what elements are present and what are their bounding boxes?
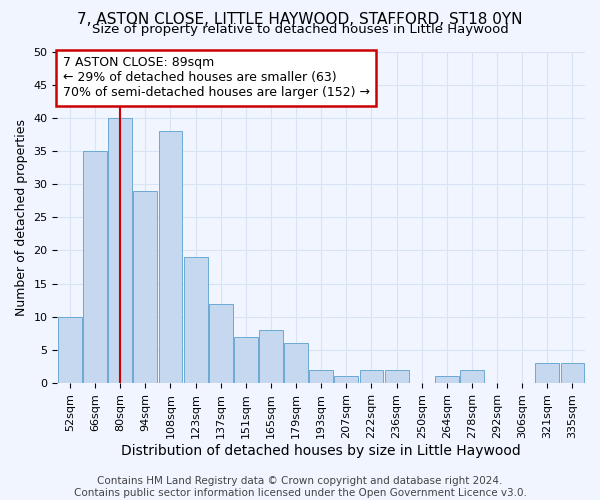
Text: Size of property relative to detached houses in Little Haywood: Size of property relative to detached ho… [92, 22, 508, 36]
Bar [309, 370, 333, 383]
Bar [133, 191, 157, 383]
Bar [108, 118, 132, 383]
X-axis label: Distribution of detached houses by size in Little Haywood: Distribution of detached houses by size … [121, 444, 521, 458]
Bar [209, 304, 233, 383]
Bar [284, 344, 308, 383]
Bar [58, 317, 82, 383]
Text: Contains HM Land Registry data © Crown copyright and database right 2024.
Contai: Contains HM Land Registry data © Crown c… [74, 476, 526, 498]
Bar [535, 363, 559, 383]
Bar [359, 370, 383, 383]
Bar [259, 330, 283, 383]
Bar [158, 131, 182, 383]
Bar [184, 257, 208, 383]
Bar [435, 376, 459, 383]
Text: 7, ASTON CLOSE, LITTLE HAYWOOD, STAFFORD, ST18 0YN: 7, ASTON CLOSE, LITTLE HAYWOOD, STAFFORD… [77, 12, 523, 28]
Y-axis label: Number of detached properties: Number of detached properties [15, 119, 28, 316]
Bar [334, 376, 358, 383]
Bar [385, 370, 409, 383]
Bar [460, 370, 484, 383]
Bar [83, 151, 107, 383]
Bar [560, 363, 584, 383]
Text: 7 ASTON CLOSE: 89sqm
← 29% of detached houses are smaller (63)
70% of semi-detac: 7 ASTON CLOSE: 89sqm ← 29% of detached h… [62, 56, 370, 100]
Bar [234, 336, 258, 383]
